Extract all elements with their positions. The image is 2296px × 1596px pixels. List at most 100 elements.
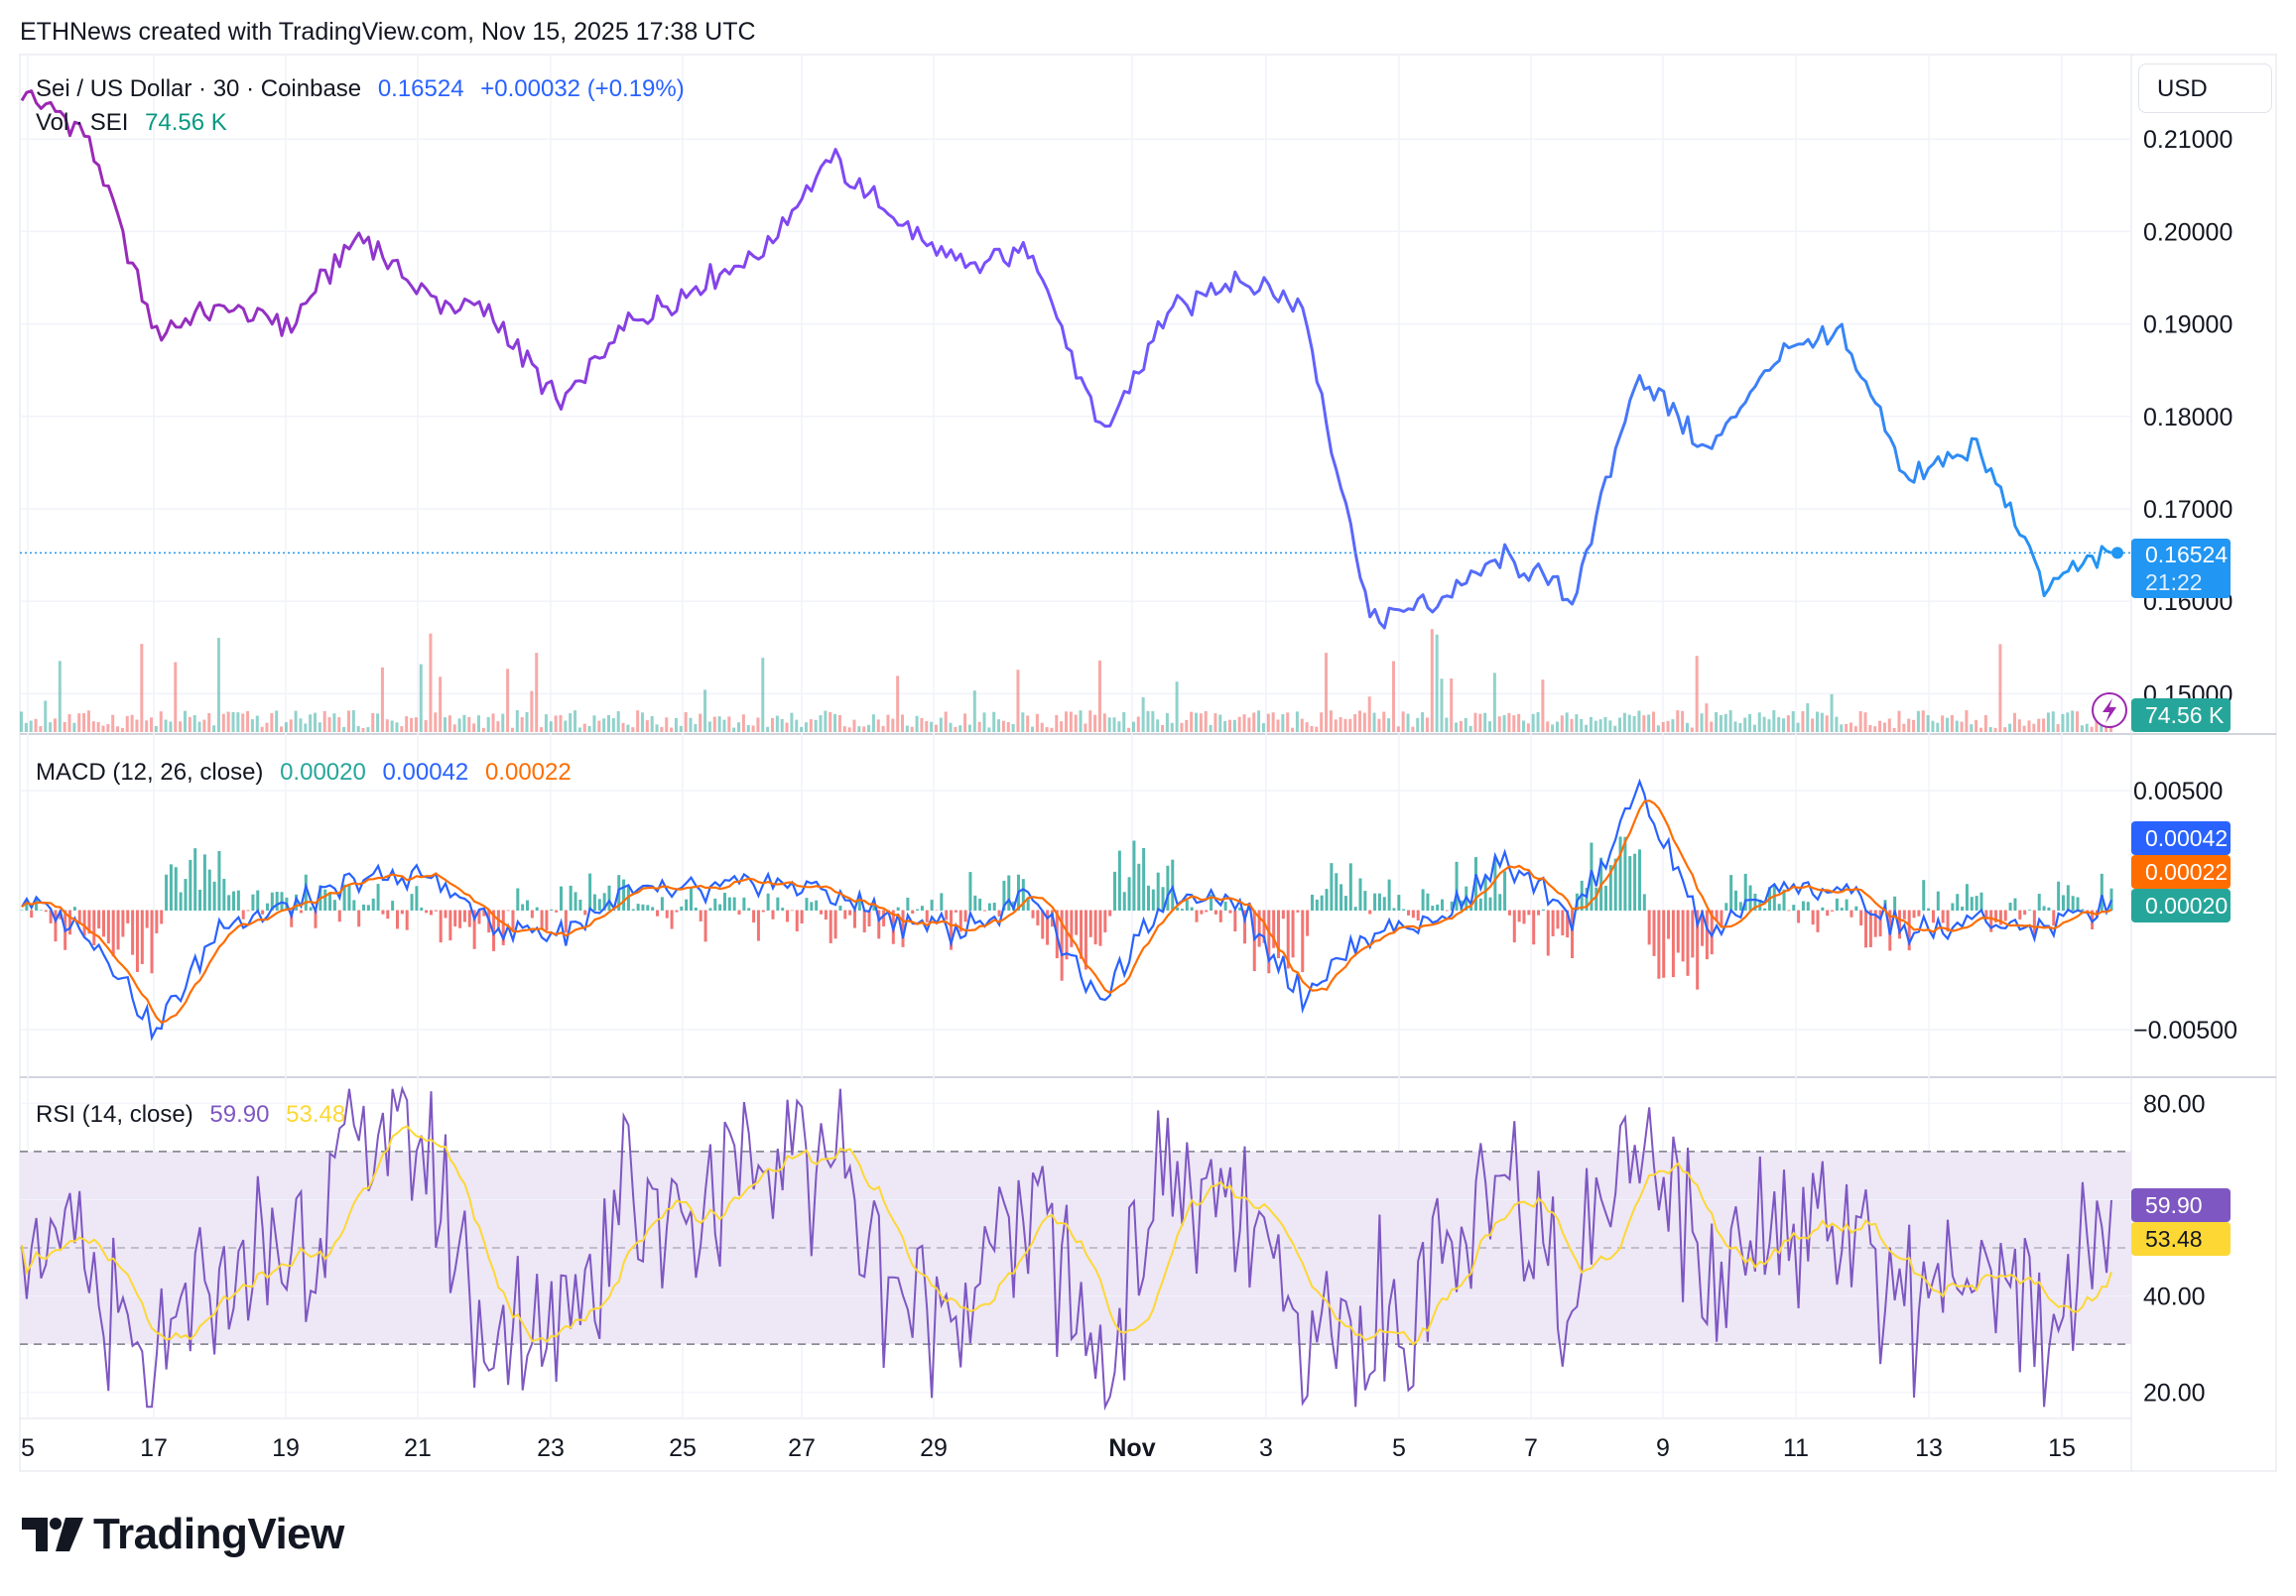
volume-bar — [1536, 711, 1540, 732]
volume-bar — [1786, 715, 1790, 732]
macd-histogram-bar — [155, 910, 159, 933]
volume-bar — [1382, 711, 1386, 732]
volume-bar — [1840, 724, 1844, 732]
volume-bar — [207, 712, 211, 732]
macd-histogram-bar — [1301, 910, 1305, 972]
volume-bar — [967, 724, 971, 732]
macd-histogram-bar — [1922, 880, 1926, 911]
price-tick-label: 0.18000 — [2143, 404, 2232, 431]
currency-selector[interactable]: USD — [2138, 63, 2272, 113]
volume-bar — [717, 716, 721, 732]
macd-histogram-bar — [607, 885, 611, 911]
macd-histogram-bar — [670, 910, 674, 929]
volume-bar — [930, 721, 934, 732]
volume-bar — [1031, 726, 1035, 732]
macd-histogram-bar — [857, 894, 861, 911]
volume-bar — [1450, 677, 1454, 732]
macd-histogram-bar — [521, 904, 525, 911]
macd-histogram-bar — [1603, 885, 1607, 911]
macd-histogram-bar — [2057, 881, 2061, 911]
volume-bar — [2076, 711, 2080, 732]
macd-histogram-bar — [1738, 902, 1742, 911]
macd-histogram-bar — [1561, 910, 1565, 936]
macd-histogram-bar — [747, 908, 751, 911]
flash-icon-bolt — [2103, 698, 2116, 723]
macd-histogram-bar — [376, 884, 380, 911]
macd-histogram-bar — [1046, 910, 1050, 945]
macd-histogram-bar — [217, 850, 221, 911]
macd-histogram-bar — [983, 910, 987, 912]
volume-bar — [829, 711, 832, 732]
volume-bar — [1459, 720, 1463, 732]
volume-bar — [1825, 715, 1829, 732]
tradingview-logo[interactable]: TradingView — [22, 1510, 344, 1559]
price-line — [20, 89, 2112, 630]
macd-histogram-bar — [1151, 889, 1155, 911]
volume-bar — [1305, 722, 1309, 732]
macd-histogram-bar — [472, 910, 476, 949]
volume-bar — [1455, 722, 1459, 732]
volume-bar — [53, 718, 57, 732]
macd-histogram-bar — [1397, 895, 1401, 911]
macd-histogram-bar — [366, 905, 370, 911]
volume-bar — [1882, 722, 1886, 732]
macd-histogram-bar — [314, 910, 318, 928]
symbol-label[interactable]: Sei / US Dollar · 30 · Coinbase — [36, 75, 362, 102]
macd-histogram-bar — [1873, 910, 1877, 937]
volume-bar — [1820, 712, 1824, 732]
macd-histogram-bar — [1715, 910, 1719, 922]
volume-bar — [2080, 725, 2084, 732]
volume-bar — [934, 724, 938, 732]
macd-histogram-bar — [357, 910, 361, 927]
volume-bar — [1955, 720, 1959, 732]
volume-bar — [2037, 718, 2041, 732]
volume-bar — [712, 716, 716, 732]
macd-histogram-bar — [1088, 910, 1092, 937]
volume-bar — [20, 711, 23, 732]
volume-bar — [544, 714, 548, 732]
volume-label[interactable]: Vol · SEI — [36, 109, 129, 136]
volume-bar — [1372, 712, 1376, 732]
volume-bar — [1161, 724, 1165, 732]
volume-bar — [1190, 711, 1194, 732]
macd-histogram-bar — [131, 910, 135, 955]
macd-histogram-bar — [1436, 904, 1440, 911]
macd-histogram-bar — [1970, 897, 1974, 911]
volume-bar — [1676, 710, 1680, 732]
volume-bar — [1146, 710, 1150, 732]
macd-histogram-bar — [1801, 901, 1805, 911]
rsi-label[interactable]: RSI (14, close) — [36, 1101, 193, 1128]
volume-bar — [1069, 711, 1073, 732]
volume-bar — [1055, 714, 1059, 732]
volume-bar — [58, 661, 62, 732]
macd-histogram-bar — [592, 894, 596, 911]
volume-bar — [896, 675, 900, 732]
macd-histogram-bar — [1026, 897, 1030, 911]
x-tick-label: 3 — [1259, 1434, 1273, 1462]
macd-histogram-bar — [1122, 892, 1126, 911]
macd-histogram-bar — [97, 910, 101, 929]
macd-histogram-bar — [395, 910, 399, 929]
macd-histogram-bar — [1594, 887, 1598, 911]
volume-bar — [457, 718, 461, 732]
volume-bar — [1435, 634, 1439, 732]
volume-bar — [39, 726, 43, 732]
macd-histogram-bar — [1267, 910, 1271, 974]
volume-bar — [212, 725, 216, 732]
volume-bar — [852, 719, 856, 732]
volume-bar — [1218, 714, 1222, 732]
volume-bar — [1632, 715, 1636, 732]
volume-bar — [255, 715, 259, 732]
volume-bar — [915, 715, 919, 732]
macd-histogram-bar — [651, 907, 655, 911]
macd-histogram-bar — [1291, 910, 1295, 958]
macd-histogram-bar — [1522, 910, 1526, 924]
volume-bar — [318, 722, 321, 732]
macd-histogram-bar — [675, 910, 679, 913]
macd-label[interactable]: MACD (12, 26, close) — [36, 759, 264, 786]
macd-histogram-bar — [2037, 894, 2041, 911]
volume-bar — [2003, 727, 2007, 732]
volume-bar — [1204, 710, 1208, 732]
volume-bar — [270, 713, 274, 732]
